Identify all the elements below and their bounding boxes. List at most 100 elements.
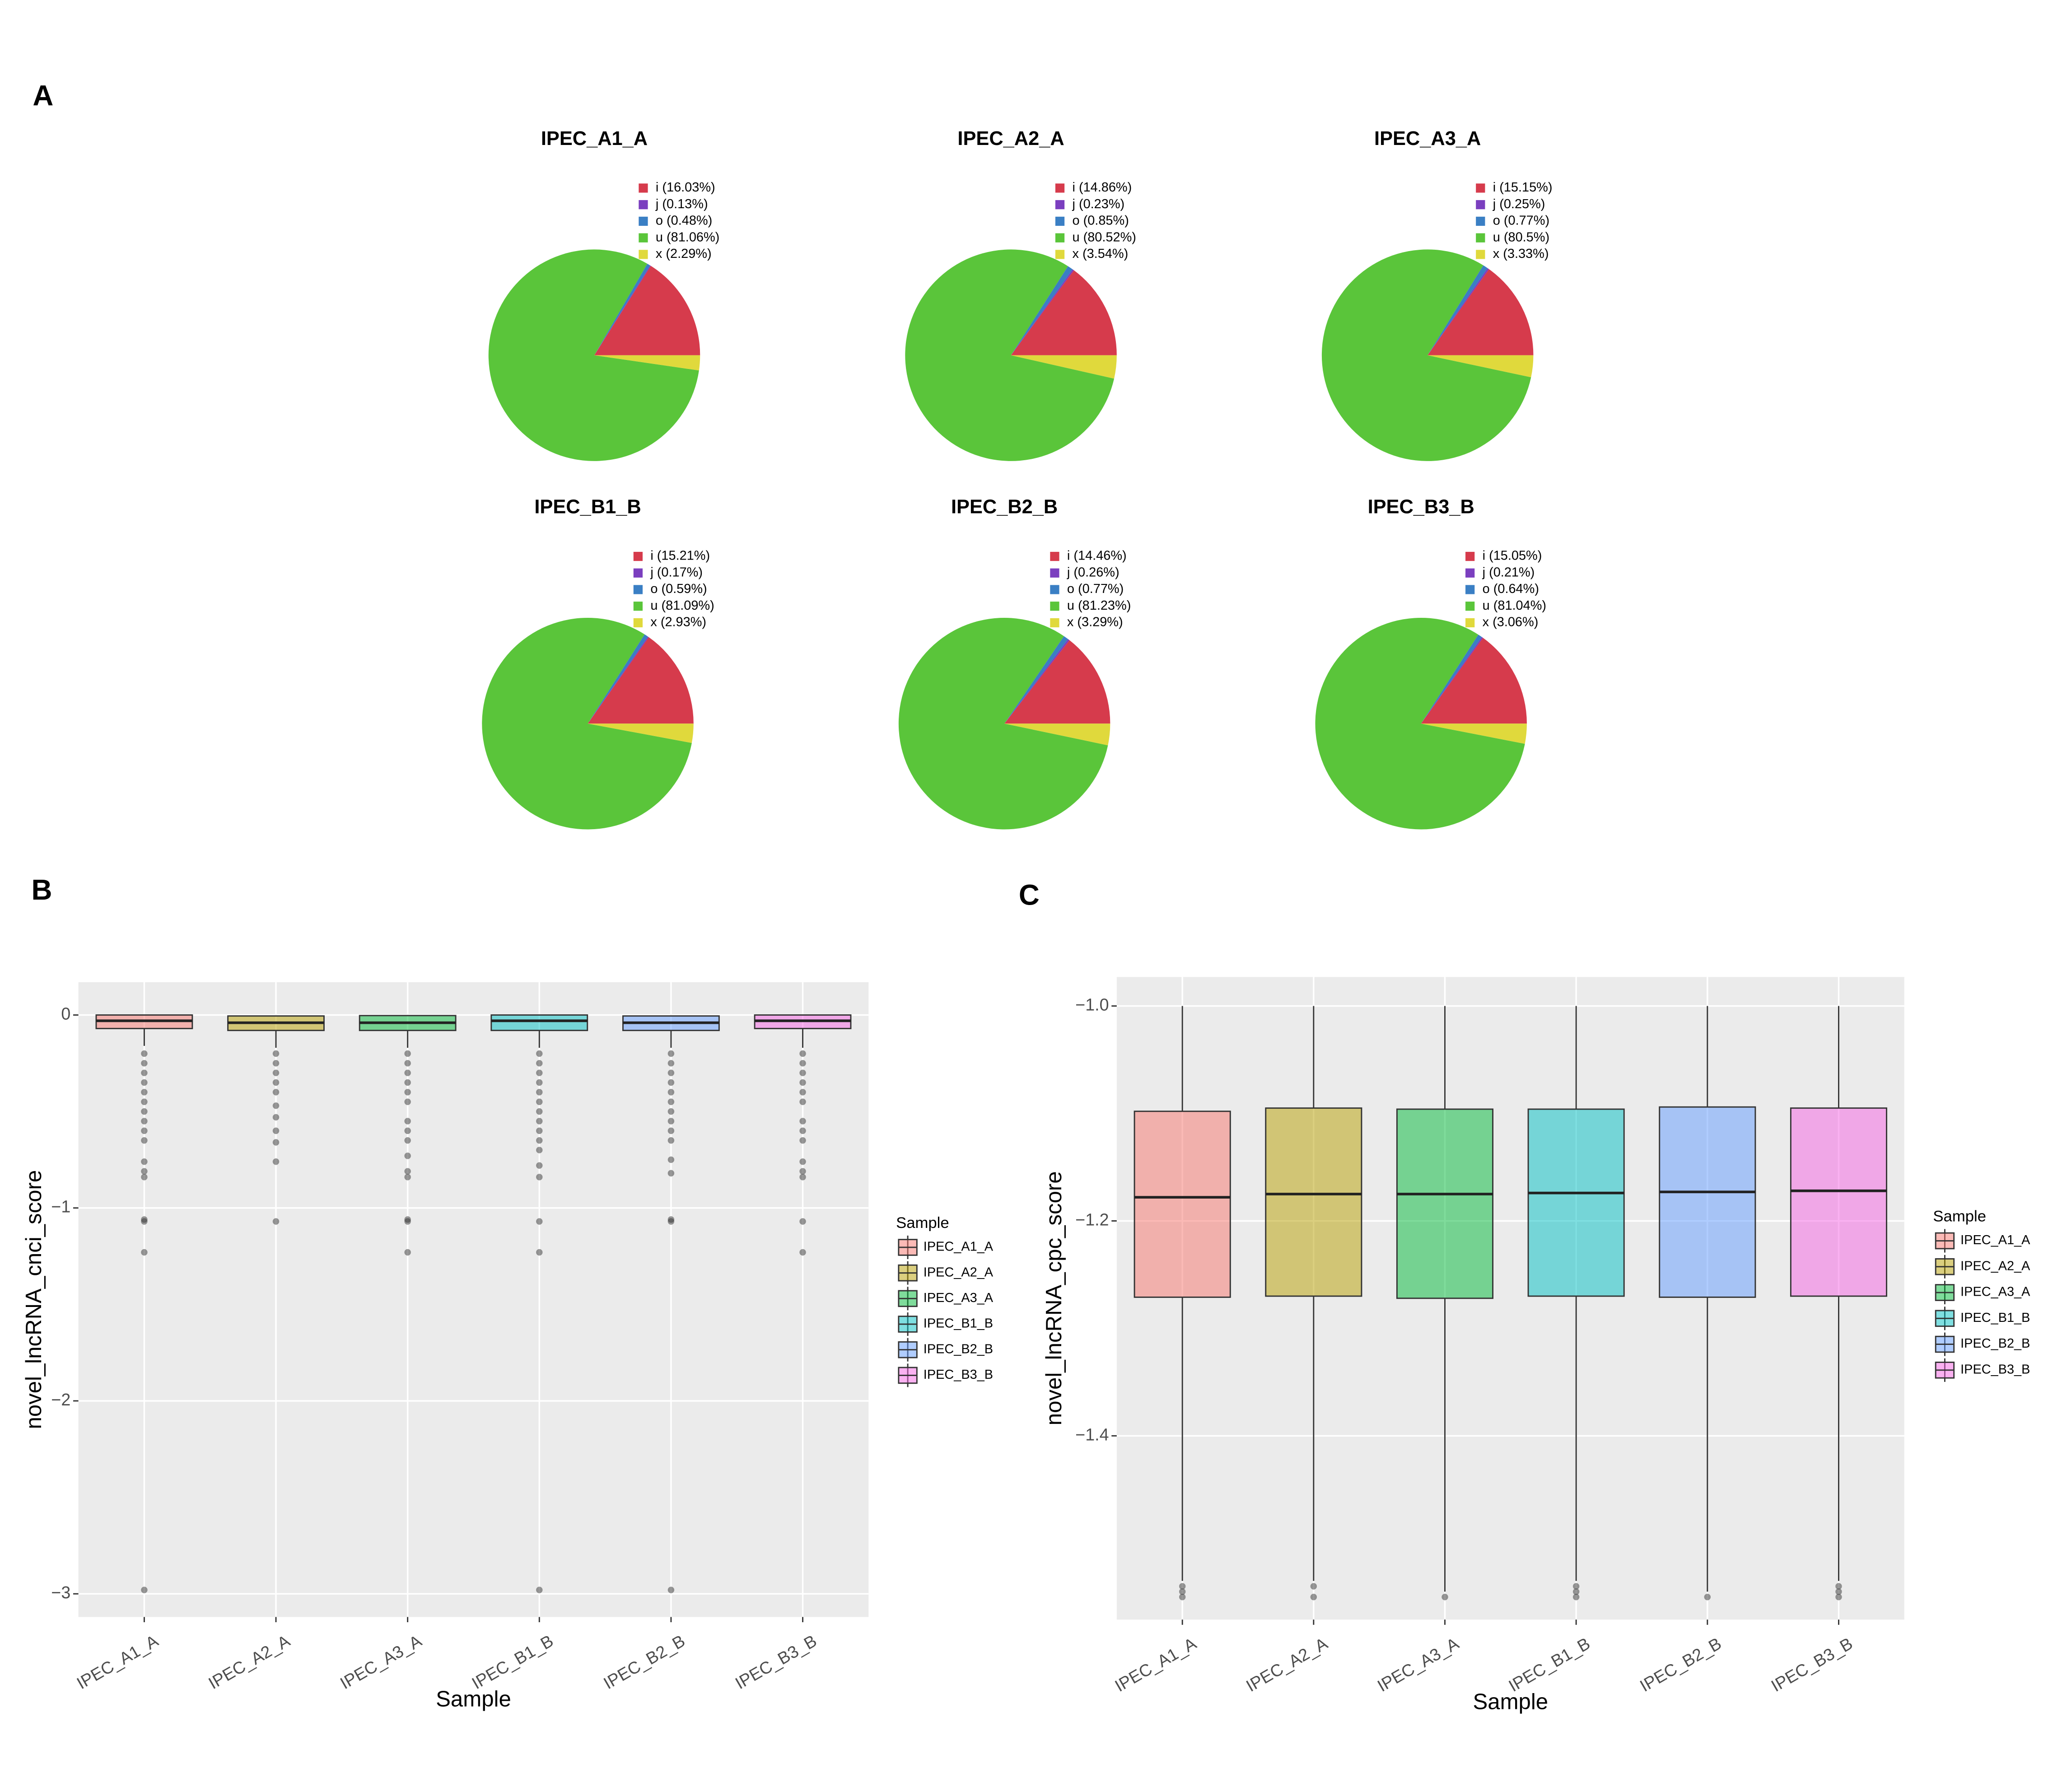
legend-label: x (3.06%) — [1483, 615, 1539, 630]
outlier — [1310, 1594, 1317, 1601]
legend-key — [1055, 183, 1065, 193]
outlier — [536, 1218, 543, 1225]
outlier — [799, 1060, 806, 1067]
legend-label: u (81.04%) — [1483, 598, 1546, 613]
box — [1396, 1108, 1494, 1299]
legend-title: Sample — [1933, 1208, 1986, 1225]
legend-label: j (0.25%) — [1493, 197, 1545, 211]
outlier — [404, 1118, 411, 1125]
legend-label: IPEC_A3_A — [924, 1291, 994, 1305]
outlier — [536, 1174, 543, 1181]
pie-slice — [1428, 355, 1534, 378]
outlier — [141, 1137, 148, 1144]
legend-label: IPEC_A2_A — [1960, 1259, 2030, 1273]
outlier — [799, 1249, 806, 1256]
outlier — [141, 1168, 148, 1175]
y-tick-label: −1.2 — [1075, 1210, 1109, 1229]
pie-slice — [1004, 723, 1110, 746]
outlier — [141, 1174, 148, 1181]
pie-slice — [898, 617, 1108, 830]
pie-slice — [1011, 270, 1117, 355]
outlier — [799, 1137, 806, 1144]
outlier — [1179, 1588, 1186, 1595]
outlier — [799, 1050, 806, 1057]
legend-key — [1476, 216, 1485, 226]
outlier — [1835, 1594, 1842, 1601]
legend-label: x (2.29%) — [656, 247, 712, 261]
pie-slice — [1321, 249, 1531, 461]
outlier — [667, 1089, 675, 1096]
pie-slice — [1004, 639, 1070, 724]
legend-label: o (0.48%) — [656, 214, 712, 228]
legend-key — [633, 602, 643, 611]
pie-slice — [1421, 637, 1483, 724]
outlier — [536, 1249, 543, 1256]
outlier — [272, 1089, 280, 1096]
legend-label: j (0.21%) — [1482, 565, 1535, 579]
outlier — [799, 1174, 806, 1181]
legend-label: i (15.21%) — [650, 549, 710, 563]
outlier — [799, 1158, 806, 1165]
pie-title: IPEC_A1_A — [541, 128, 648, 149]
outlier — [272, 1060, 280, 1067]
legend-label: x (3.33%) — [1493, 247, 1549, 261]
outlier — [667, 1218, 675, 1225]
legend-label: IPEC_B3_B — [924, 1367, 993, 1382]
outlier — [141, 1098, 148, 1105]
legend-key — [1055, 233, 1065, 243]
pie-slice — [588, 723, 694, 743]
legend-label: IPEC_A3_A — [1960, 1285, 2030, 1299]
outlier — [799, 1089, 806, 1096]
legend-key — [1050, 618, 1059, 628]
outlier — [404, 1168, 411, 1175]
legend-label: IPEC_B2_B — [924, 1342, 993, 1356]
outlier — [667, 1118, 675, 1125]
legend-label: i (14.86%) — [1073, 180, 1132, 195]
legend-key — [1050, 585, 1059, 594]
y-tick-label: −1.4 — [1075, 1425, 1109, 1444]
outlier — [404, 1174, 411, 1181]
x-axis-title: Sample — [1473, 1689, 1548, 1714]
outlier — [536, 1147, 543, 1153]
outlier — [1572, 1594, 1580, 1601]
outlier — [272, 1069, 280, 1076]
legend-key — [1476, 250, 1485, 259]
outlier — [667, 1170, 675, 1177]
outlier — [404, 1079, 411, 1086]
pie-title: IPEC_B1_B — [534, 496, 641, 518]
outlier — [667, 1098, 675, 1105]
legend-label: o (0.64%) — [1483, 582, 1539, 596]
legend-label: o (0.59%) — [650, 582, 707, 596]
legend-key — [1050, 551, 1059, 561]
box — [1265, 1107, 1362, 1297]
legend-key — [1476, 183, 1485, 193]
y-tick-label: 0 — [61, 1004, 70, 1023]
outlier — [799, 1079, 806, 1086]
legend-key — [633, 568, 643, 578]
outlier — [536, 1089, 543, 1096]
box — [490, 1014, 588, 1031]
outlier — [272, 1079, 280, 1086]
pie-slice — [1004, 636, 1068, 724]
outlier — [536, 1098, 543, 1105]
outlier — [667, 1127, 675, 1134]
legend-label: IPEC_A1_A — [924, 1240, 994, 1254]
legend-label: IPEC_B3_B — [1960, 1362, 2030, 1377]
outlier — [1835, 1583, 1842, 1590]
y-tick-label: −2 — [51, 1390, 70, 1409]
y-axis-title: novel_lncRNA_cpc_score — [1041, 1171, 1066, 1425]
legend-key — [1465, 585, 1475, 594]
outlier — [536, 1060, 543, 1067]
outlier — [667, 1060, 675, 1067]
pie-slice — [482, 617, 692, 830]
pie-slice — [594, 265, 651, 355]
pie-slice — [1421, 723, 1527, 744]
legend-key — [639, 233, 648, 243]
legend-label: i (16.03%) — [656, 180, 715, 195]
pie-slice — [1421, 635, 1482, 724]
outlier — [1179, 1594, 1186, 1601]
outlier — [272, 1218, 280, 1225]
y-tick-label: −1 — [51, 1197, 70, 1216]
plot-background — [1116, 977, 1904, 1620]
